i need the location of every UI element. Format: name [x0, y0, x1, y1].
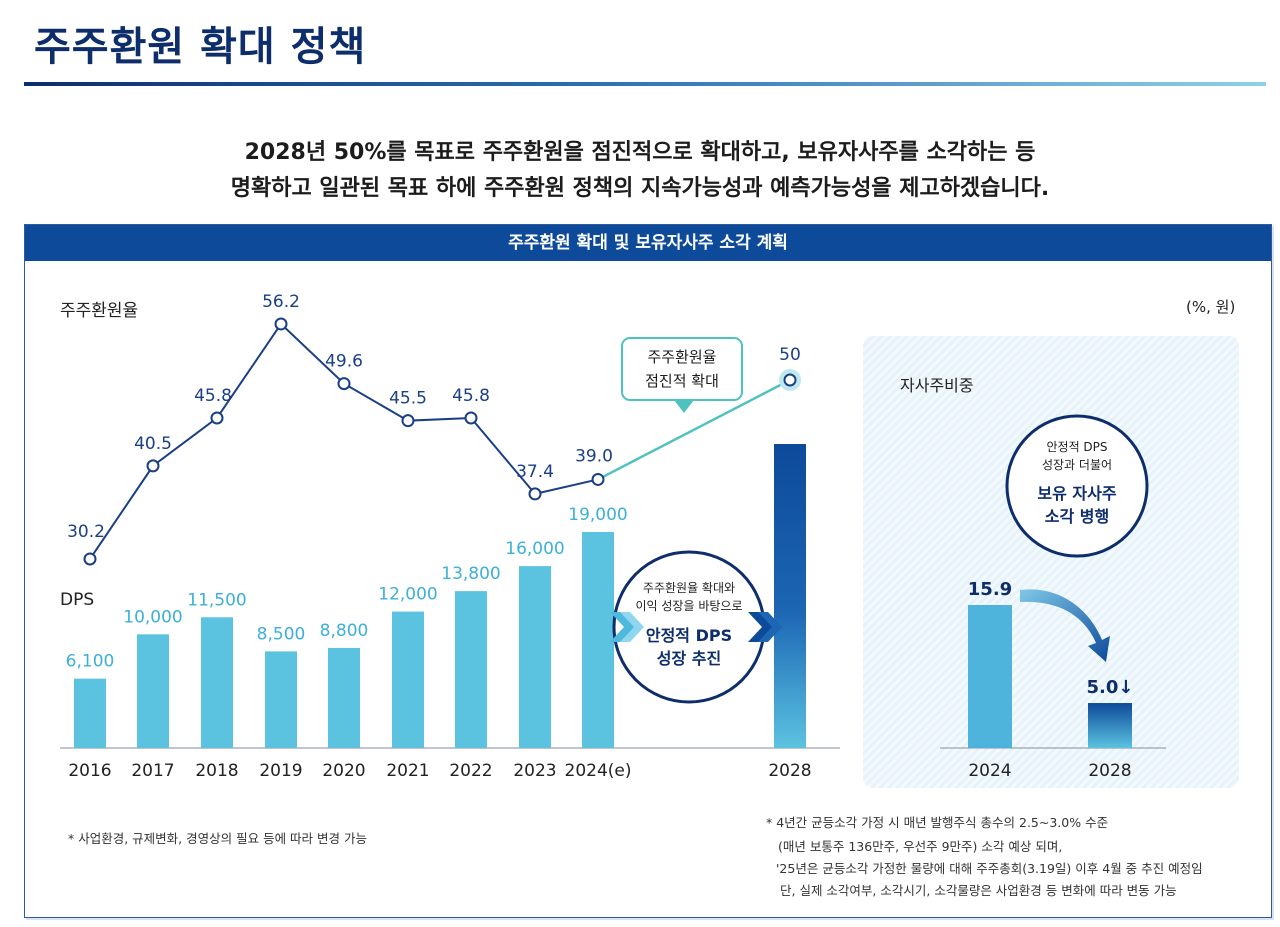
- dps-bar-2021: [392, 611, 424, 748]
- treasury-bar-2024: [968, 605, 1012, 748]
- dps-bar-2019: [265, 651, 297, 748]
- payout-value-2024(e): 39.0: [575, 446, 613, 466]
- payout-point-2023: [528, 487, 542, 501]
- headline-line-2: 명확하고 일관된 목표 하에 주주환원 정책의 지속가능성과 예측가능성을 제고…: [230, 176, 1050, 201]
- payout-point-2022: [464, 411, 478, 425]
- dps-bar-2022: [455, 591, 487, 748]
- dps-bar-2020: [328, 647, 360, 748]
- right-chevron-icon-2: [758, 612, 782, 642]
- x-tick-2022: 2022: [449, 761, 492, 781]
- left-chevron-icon-2: [620, 612, 644, 642]
- dps-circle-small-2: 이익 성장을 바탕으로: [636, 599, 743, 613]
- dps-value-2020: 8,800: [320, 621, 369, 641]
- dps-value-2022: 13,800: [441, 564, 500, 584]
- payout-target-line: [597, 378, 791, 481]
- x-tick-2019: 2019: [259, 761, 302, 781]
- treasury-bar-2028: [1088, 703, 1132, 748]
- note-right-3: '25년은 균등소각 가정한 물량에 대해 주주총회(3.19일) 이후 4월 …: [776, 861, 1203, 876]
- dps-growth-callout: 주주환원율 확대와 이익 성장을 바탕으로 안정적 DPS 성장 추진: [610, 550, 782, 704]
- note-right-4: 단, 실제 소각여부, 소각시기, 소각물량은 사업환경 등 변화에 따라 변동…: [780, 883, 1177, 898]
- payout-value-2021: 45.5: [389, 389, 427, 409]
- dps-value-2016: 6,100: [66, 652, 115, 672]
- payout-value-2016: 30.2: [67, 522, 105, 542]
- left-chevron-icon: [610, 612, 636, 642]
- right-chevron-icon: [748, 612, 774, 642]
- treasury-x-tick-2024: 2024: [968, 761, 1011, 781]
- note-left: * 사업환경, 규제변화, 경영상의 필요 등에 따라 변경 가능: [68, 831, 367, 846]
- x-tick-2023: 2023: [513, 761, 556, 781]
- payout-value-2023: 37.4: [516, 462, 554, 482]
- dps-circle-big-2: 성장 추진: [657, 649, 721, 668]
- treasury-label: 자사주비중: [900, 376, 974, 395]
- payout-value-2017: 40.5: [134, 434, 172, 454]
- dps-value-2023: 16,000: [505, 539, 564, 559]
- treasury-x-tick-2028: 2028: [1088, 761, 1131, 781]
- dps-value-2024(e): 19,000: [568, 505, 627, 525]
- treasury-circle: [1005, 414, 1149, 558]
- payout-ratio-label: 주주환원율: [60, 301, 139, 321]
- treasury-value-2028: 5.0↓: [1087, 677, 1134, 698]
- dps-label: DPS: [60, 590, 95, 610]
- x-tick-2028: 2028: [768, 761, 811, 781]
- note-right-1: * 4년간 균등소각 가정 시 매년 발행주식 총수의 2.5~3.0% 수준: [766, 815, 1109, 830]
- callout-pointer: [674, 400, 694, 413]
- dps-bar-2024(e): [582, 532, 614, 748]
- payout-point-2017: [146, 459, 160, 473]
- dps-bar-2023: [519, 566, 551, 748]
- x-tick-2016: 2016: [68, 761, 111, 781]
- payout-value-2020: 49.6: [325, 352, 363, 372]
- payout-point-2016: [83, 552, 97, 566]
- decline-arrow-icon: [1020, 589, 1110, 662]
- dps-circle-small-1: 주주환원율 확대와: [643, 581, 735, 595]
- x-tick-2017: 2017: [131, 761, 174, 781]
- treasury-small-1: 안정적 DPS: [1046, 440, 1107, 454]
- payout-point-2021: [401, 414, 415, 428]
- treasury-value-2024: 15.9: [968, 579, 1012, 600]
- dps-bar-2016: [74, 678, 106, 748]
- callout-line-1: 주주환원율: [647, 348, 716, 366]
- payout-point-2018: [210, 411, 224, 425]
- treasury-callout: 안정적 DPS 성장과 더불어 보유 자사주 소각 병행: [1005, 414, 1149, 558]
- note-right-2: (매년 보통주 136만주, 우선주 9만주) 소각 예상 되며,: [778, 839, 1063, 854]
- x-tick-2018: 2018: [195, 761, 238, 781]
- callout-line-2: 점진적 확대: [645, 372, 719, 390]
- treasury-big-1: 보유 자사주: [1037, 484, 1116, 503]
- dps-value-2019: 8,500: [257, 624, 306, 644]
- unit-label: (%, 원): [1186, 298, 1236, 316]
- payout-value-2022: 45.8: [452, 386, 490, 406]
- headline-line-1: 2028년 50%를 목표로 주주환원을 점진적으로 확대하고, 보유자사주를 …: [244, 140, 1036, 165]
- x-tick-2021: 2021: [386, 761, 429, 781]
- payout-value-2018: 45.8: [194, 386, 232, 406]
- x-tick-2024(e): 2024(e): [565, 761, 632, 781]
- payout-value-2019: 56.2: [262, 292, 300, 312]
- dps-value-2021: 12,000: [378, 585, 437, 605]
- panel-header: 주주환원 확대 및 보유자사주 소각 계획: [25, 225, 1271, 261]
- payout-callout: 주주환원율 점진적 확대: [621, 337, 743, 413]
- dps-value-2017: 10,000: [123, 607, 182, 627]
- dps-circle-big-1: 안정적 DPS: [646, 626, 732, 645]
- dps-bar-2018: [201, 617, 233, 748]
- x-tick-2020: 2020: [322, 761, 365, 781]
- treasury-box: [863, 336, 1239, 788]
- payout-value-2028: 50: [779, 345, 801, 365]
- page-title: 주주환원 확대 정책: [34, 24, 367, 70]
- payout-point-2020: [337, 377, 351, 391]
- dps-bar-2028: [774, 444, 806, 748]
- treasury-small-2: 성장과 더불어: [1042, 458, 1112, 472]
- payout-point-2019: [274, 317, 288, 331]
- dps-bar-2017: [137, 634, 169, 748]
- title-rule: [24, 82, 1266, 86]
- payout-point-2024(e): [591, 472, 605, 486]
- dps-value-2018: 11,500: [187, 590, 246, 610]
- treasury-big-2: 소각 병행: [1045, 507, 1109, 526]
- payout-point-2028: [783, 373, 797, 387]
